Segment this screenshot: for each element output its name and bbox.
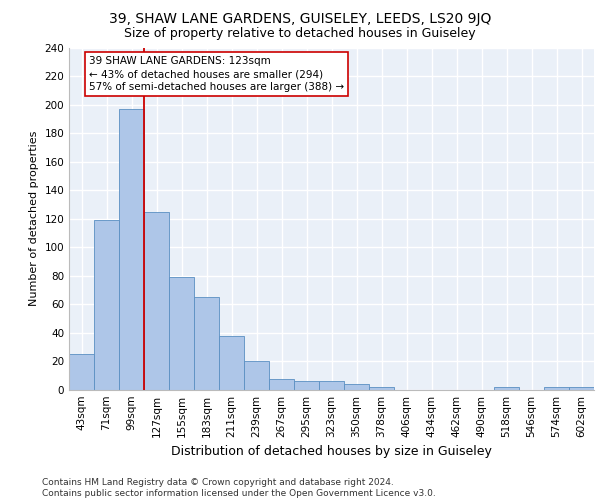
Bar (269, 378, 294, 390)
Bar (569, 387, 594, 390)
Text: Contains HM Land Registry data © Crown copyright and database right 2024.
Contai: Contains HM Land Registry data © Crown c… (42, 478, 436, 498)
Bar (144, 212, 169, 390)
Bar (119, 109, 144, 390)
Bar (219, 336, 244, 390)
Bar (294, 382, 319, 390)
Bar (344, 384, 369, 390)
Text: Size of property relative to detached houses in Guiseley: Size of property relative to detached ho… (124, 28, 476, 40)
Bar (319, 382, 344, 390)
X-axis label: Distribution of detached houses by size in Guiseley: Distribution of detached houses by size … (171, 446, 492, 458)
Bar (169, 278, 194, 390)
Bar (244, 362, 269, 390)
Bar (369, 387, 394, 390)
Bar (94, 220, 119, 390)
Bar (494, 387, 519, 390)
Bar (194, 297, 219, 390)
Bar (544, 387, 569, 390)
Text: 39 SHAW LANE GARDENS: 123sqm
← 43% of detached houses are smaller (294)
57% of s: 39 SHAW LANE GARDENS: 123sqm ← 43% of de… (89, 56, 344, 92)
Text: 39, SHAW LANE GARDENS, GUISELEY, LEEDS, LS20 9JQ: 39, SHAW LANE GARDENS, GUISELEY, LEEDS, … (109, 12, 491, 26)
Y-axis label: Number of detached properties: Number of detached properties (29, 131, 39, 306)
Bar (69, 354, 94, 390)
